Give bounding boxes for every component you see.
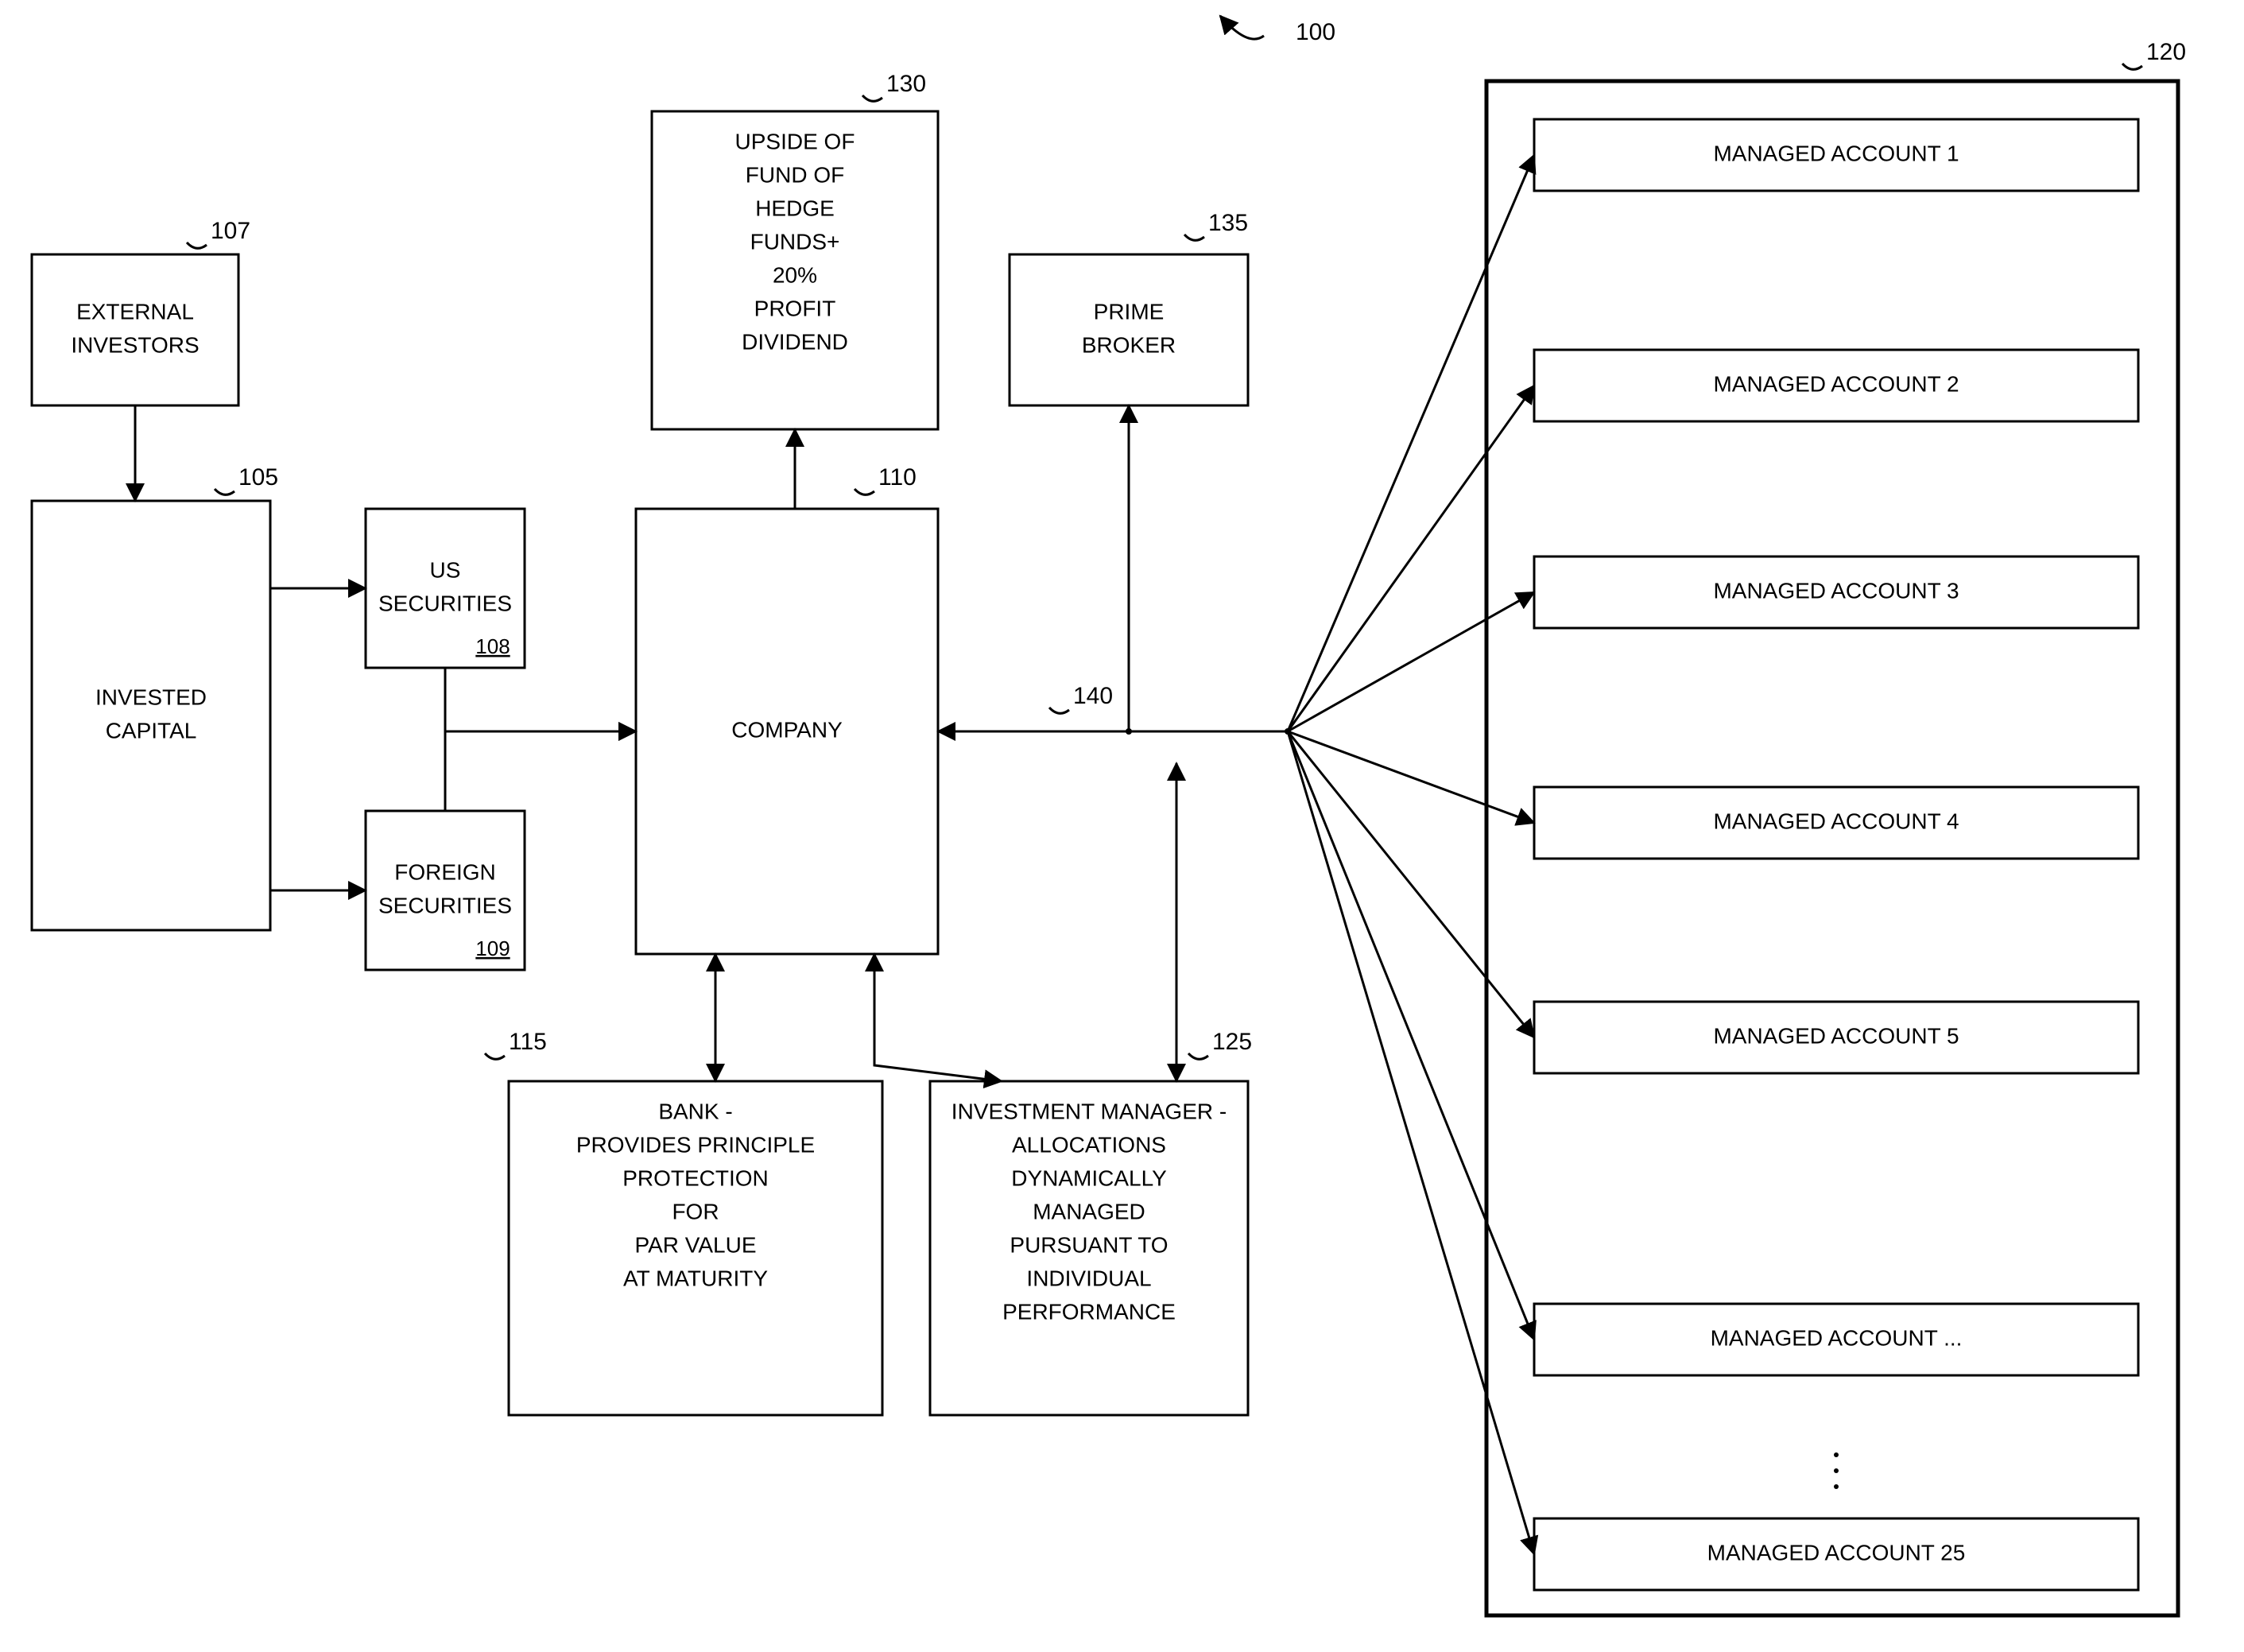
svg-text:HEDGE: HEDGE [755, 196, 835, 220]
node-foreign-securities: FOREIGN SECURITIES 109 [366, 811, 525, 970]
account-0: MANAGED ACCOUNT 1 [1534, 119, 2138, 191]
svg-text:DIVIDEND: DIVIDEND [742, 329, 848, 354]
node-prime-broker: PRIME BROKER 135 [1010, 210, 1248, 405]
svg-text:COMPANY: COMPANY [731, 717, 843, 742]
svg-text:PURSUANT TO: PURSUANT TO [1010, 1232, 1168, 1257]
svg-text:110: 110 [878, 464, 917, 491]
svg-text:PROFIT: PROFIT [754, 296, 836, 320]
svg-text:PROVIDES PRINCIPLE: PROVIDES PRINCIPLE [576, 1132, 815, 1157]
svg-text:FOR: FOR [672, 1199, 719, 1223]
edge-hub-account [1288, 155, 1534, 731]
edge-hub-account [1288, 592, 1534, 731]
edge [874, 954, 1002, 1081]
svg-text:MANAGED ACCOUNT 3: MANAGED ACCOUNT 3 [1713, 578, 1959, 603]
svg-text:INVESTMENT MANAGER -: INVESTMENT MANAGER - [951, 1099, 1227, 1123]
svg-text:140: 140 [1073, 683, 1113, 709]
svg-text:PAR VALUE: PAR VALUE [634, 1232, 756, 1257]
svg-text:PERFORMANCE: PERFORMANCE [1002, 1299, 1176, 1324]
svg-text:DYNAMICALLY: DYNAMICALLY [1011, 1165, 1167, 1190]
svg-text:MANAGED ACCOUNT 4: MANAGED ACCOUNT 4 [1713, 809, 1959, 833]
node-company: COMPANY 110 [636, 464, 938, 954]
node-bank: BANK - PROVIDES PRINCIPLE PROTECTION FOR PAR… [485, 1029, 882, 1415]
svg-text:100: 100 [1296, 19, 1335, 45]
edge-hub-account [1288, 731, 1534, 1554]
svg-text:109: 109 [475, 937, 510, 960]
node-invested-capital: INVESTED CAPITAL 105 [32, 464, 278, 930]
edge-hub-account [1288, 386, 1534, 731]
svg-text:130: 130 [886, 71, 926, 97]
account-6: MANAGED ACCOUNT 25 [1534, 1518, 2138, 1590]
edge [445, 668, 636, 811]
node-us-securities: US SECURITIES 108 [366, 509, 525, 668]
svg-text:ALLOCATIONS: ALLOCATIONS [1012, 1132, 1166, 1157]
svg-text:MANAGED ACCOUNT 25: MANAGED ACCOUNT 25 [1707, 1540, 1966, 1565]
svg-text:FUND OF: FUND OF [746, 162, 844, 187]
svg-text:INVESTORS: INVESTORS [71, 332, 199, 357]
account-3: MANAGED ACCOUNT 4 [1534, 787, 2138, 859]
svg-text:FUNDS+: FUNDS+ [750, 229, 840, 254]
svg-text:FOREIGN: FOREIGN [394, 859, 496, 884]
node-investment-manager: INVESTMENT MANAGER - ALLOCATIONS DYNAMICAL… [930, 1029, 1252, 1415]
svg-text:SECURITIES: SECURITIES [378, 591, 512, 615]
svg-text:115: 115 [509, 1029, 547, 1055]
svg-text:UPSIDE OF: UPSIDE OF [735, 129, 855, 153]
account-5: MANAGED ACCOUNT ... [1534, 1304, 2138, 1375]
svg-text:107: 107 [211, 218, 250, 244]
node-upside: UPSIDE OF FUND OF HEDGE FUNDS+ 20% PROFIT DIVI… [652, 71, 938, 429]
svg-text:BANK -: BANK - [658, 1099, 732, 1123]
svg-text:MANAGED ACCOUNT 5: MANAGED ACCOUNT 5 [1713, 1023, 1959, 1048]
svg-text:SECURITIES: SECURITIES [378, 893, 512, 917]
account-2: MANAGED ACCOUNT 3 [1534, 556, 2138, 628]
svg-text:108: 108 [475, 634, 510, 658]
svg-text:AT MATURITY: AT MATURITY [623, 1266, 768, 1290]
svg-text:US: US [430, 557, 461, 582]
svg-text:BROKER: BROKER [1082, 332, 1176, 357]
svg-text:125: 125 [1212, 1029, 1252, 1055]
node-external-investors: EXTERNAL INVESTORS 107 [32, 218, 250, 405]
svg-text:EXTERNAL: EXTERNAL [76, 299, 194, 324]
svg-text:PROTECTION: PROTECTION [622, 1165, 769, 1190]
svg-text:MANAGED ACCOUNT 1: MANAGED ACCOUNT 1 [1713, 141, 1959, 165]
svg-text:135: 135 [1208, 210, 1248, 236]
svg-text:MANAGED: MANAGED [1033, 1199, 1145, 1223]
svg-text:INVESTED: INVESTED [95, 684, 207, 709]
svg-text:MANAGED ACCOUNT ...: MANAGED ACCOUNT ... [1711, 1325, 1963, 1350]
account-1: MANAGED ACCOUNT 2 [1534, 350, 2138, 421]
svg-text:20%: 20% [773, 262, 817, 287]
svg-text:PRIME: PRIME [1094, 299, 1165, 324]
edge-hub-account [1288, 731, 1534, 1340]
account-4: MANAGED ACCOUNT 5 [1534, 1002, 2138, 1073]
svg-text:CAPITAL: CAPITAL [106, 718, 197, 743]
svg-text:120: 120 [2146, 39, 2186, 65]
svg-text:105: 105 [238, 464, 278, 491]
svg-text:INDIVIDUAL: INDIVIDUAL [1026, 1266, 1151, 1290]
svg-text:MANAGED ACCOUNT 2: MANAGED ACCOUNT 2 [1713, 371, 1959, 396]
